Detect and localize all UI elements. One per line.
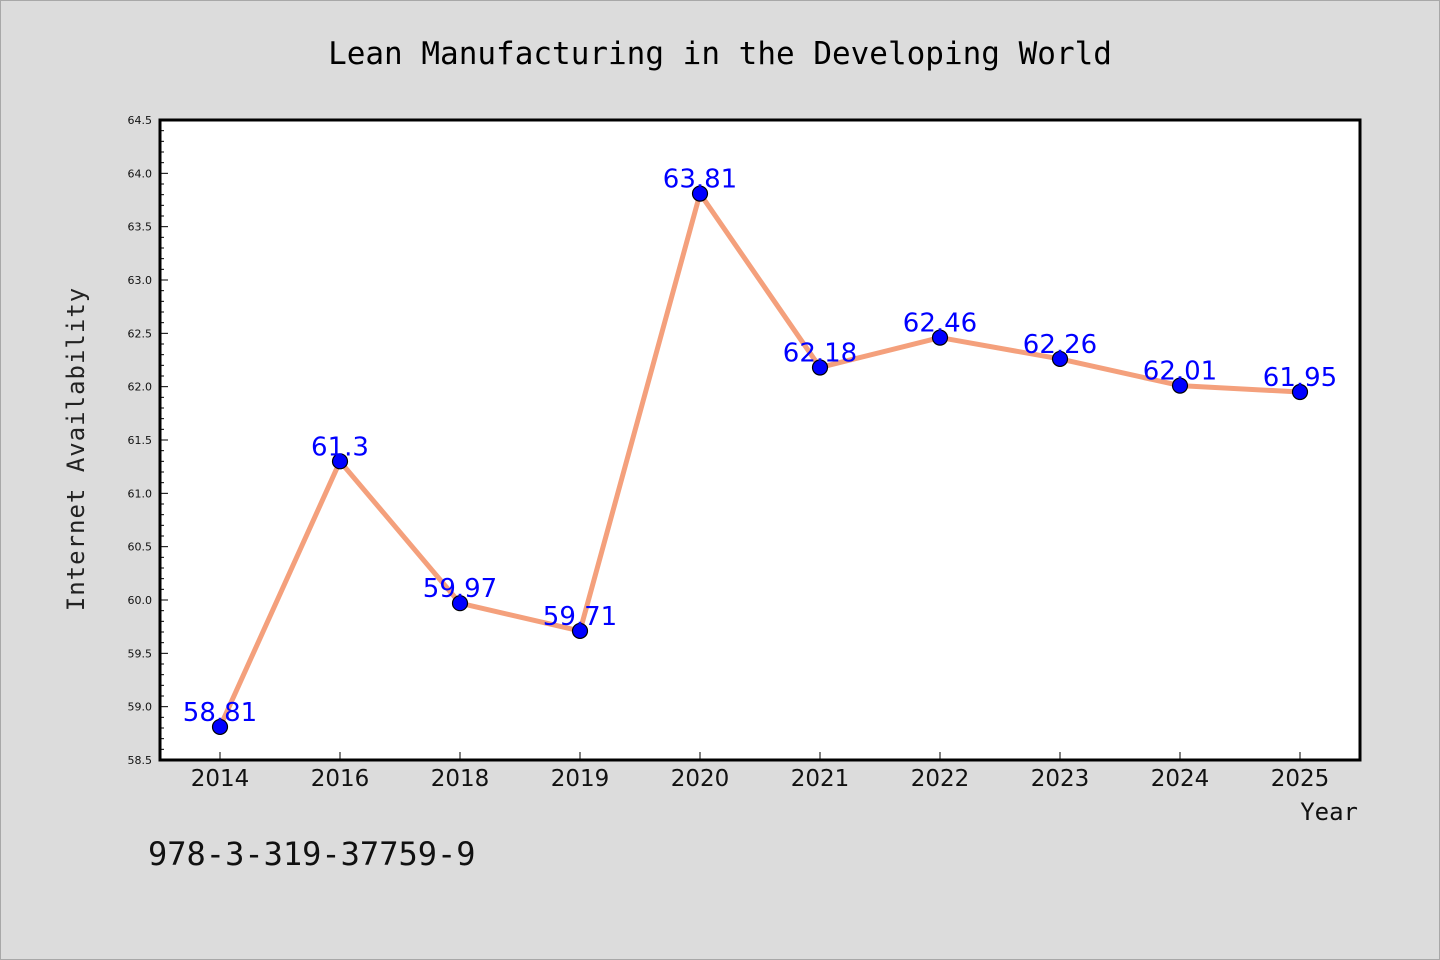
y-tick-label: 64.0 xyxy=(128,167,153,180)
data-point xyxy=(811,359,829,376)
x-tick-label: 2024 xyxy=(1151,766,1210,792)
y-tick-label: 61.0 xyxy=(128,487,153,500)
data-point xyxy=(571,622,589,640)
data-label: 59.71 xyxy=(543,602,617,632)
data-point xyxy=(1171,377,1189,394)
y-tick-label: 59.5 xyxy=(128,647,153,660)
data-point xyxy=(1291,383,1309,401)
data-label: 62.26 xyxy=(1023,330,1097,360)
isbn-footnote: 978-3-319-37759-9 xyxy=(148,835,476,873)
series-line-group xyxy=(217,191,1301,728)
y-tick-label: 62.0 xyxy=(128,381,153,394)
data-point xyxy=(931,329,949,346)
y-tick-label: 60.5 xyxy=(128,541,153,554)
x-tick-label: 2018 xyxy=(431,766,490,792)
data-point xyxy=(451,595,469,612)
y-tick-label: 63.0 xyxy=(128,274,153,287)
data-label: 59.97 xyxy=(423,574,497,604)
data-labels: 58.81 61.3 59.97 59.71 63.81 62.18 62.46 62.26 6… xyxy=(183,165,1337,728)
x-tick-label: 2020 xyxy=(671,766,730,792)
x-tick-label: 2016 xyxy=(311,766,370,792)
y-tick-label: 64.5 xyxy=(128,114,153,127)
data-point xyxy=(331,453,349,470)
x-tick-label: 2022 xyxy=(911,766,970,792)
x-tick-label: 2025 xyxy=(1271,766,1330,792)
data-point xyxy=(211,718,229,736)
data-label: 61.3 xyxy=(311,432,369,462)
data-label: 61.95 xyxy=(1263,363,1337,393)
x-tick-label: 2014 xyxy=(191,766,250,792)
x-axis-label: Year xyxy=(1300,798,1358,826)
y-axis-label: Internet Availability xyxy=(62,287,90,611)
data-point xyxy=(691,185,709,202)
y-tick-label: 59.0 xyxy=(128,701,153,714)
x-tick-label: 2019 xyxy=(551,766,610,792)
y-tick-label: 62.5 xyxy=(128,327,153,340)
x-axis-ticks: 2014 2016 2018 2019 2020 2021 2022 2023 2024 2025 xyxy=(191,752,1330,792)
data-label: 63.81 xyxy=(663,165,737,195)
plot-border xyxy=(158,118,1362,762)
data-markers xyxy=(211,185,1309,736)
data-point xyxy=(1051,350,1069,368)
y-tick-label: 60.0 xyxy=(128,594,153,607)
y-tick-label: 61.5 xyxy=(128,434,153,447)
data-label: 58.81 xyxy=(183,698,257,728)
x-tick-label: 2021 xyxy=(791,766,850,792)
series-line xyxy=(217,191,1301,728)
y-tick-label: 63.5 xyxy=(128,221,153,234)
chart-title: Lean Manufacturing in the Developing Wor… xyxy=(328,36,1112,72)
data-label: 62.46 xyxy=(903,309,977,339)
plot-area xyxy=(160,120,1360,760)
data-label: 62.01 xyxy=(1143,357,1217,387)
y-tick-label: 58.5 xyxy=(128,754,153,767)
data-label: 62.18 xyxy=(783,338,857,368)
x-tick-label: 2023 xyxy=(1031,766,1090,792)
